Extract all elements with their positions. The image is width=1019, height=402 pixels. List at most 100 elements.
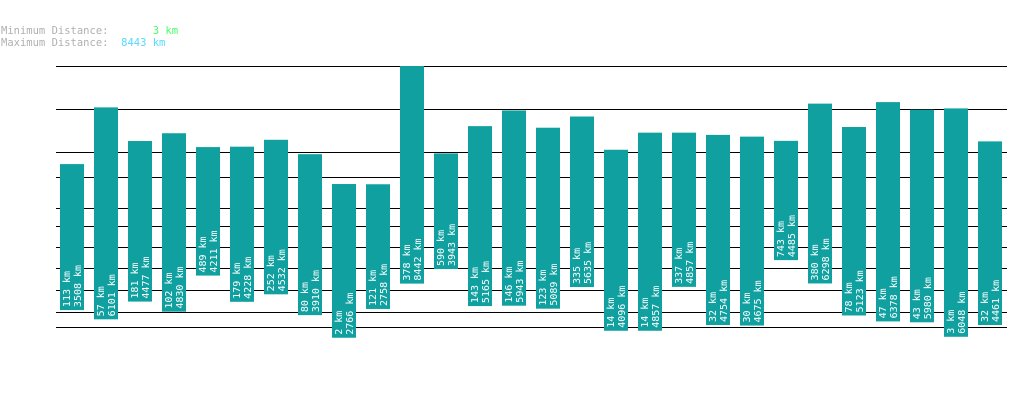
max-distance-label: 6048 km <box>957 292 968 334</box>
bar <box>774 140 798 261</box>
min-distance-label: 179 km <box>232 263 243 299</box>
range-bar-6: 179 km 4228 km <box>230 146 254 302</box>
max-distance-label: 5123 km <box>855 270 866 312</box>
max-distance-label: 2766 km <box>345 293 356 335</box>
min-distance-label: 181 km <box>130 262 141 298</box>
max-distance-label: 5089 km <box>549 264 560 306</box>
max-distance-value: 8443 km <box>121 37 166 49</box>
max-distance-label: 2758 km <box>379 264 390 306</box>
min-distance-label: 121 km <box>368 270 379 306</box>
max-distance-label: 3943 km <box>447 224 458 266</box>
range-bar-20: 32 km 4754 km <box>706 134 730 326</box>
max-distance-label: 5980 km <box>923 277 934 319</box>
range-bar-24: 78 km 5123 km <box>842 127 866 316</box>
max-distance-label: 4477 km <box>141 256 152 298</box>
min-distance-label: 378 km <box>402 244 413 280</box>
bar <box>604 149 628 331</box>
bar <box>264 139 288 295</box>
min-distance-label: 80 km <box>300 282 311 312</box>
min-distance-label: 337 km <box>674 248 685 284</box>
min-distance-label: 335 km <box>572 248 583 284</box>
max-distance-label: 4532 km <box>277 249 288 291</box>
range-bar-23: 380 km 6298 km <box>808 103 832 284</box>
bar <box>298 154 322 316</box>
max-distance-label: 5165 km <box>481 261 492 303</box>
range-bar-11: 378 km 8442 km <box>400 66 424 284</box>
max-distance-label: 4211 km <box>209 230 220 272</box>
bar <box>332 184 356 338</box>
range-bar-17: 14 km 4096 km <box>604 149 628 331</box>
bar <box>672 132 696 287</box>
min-distance-label: 43 km <box>912 289 923 319</box>
bar <box>162 133 186 312</box>
min-distance-label: 380 km <box>810 244 821 280</box>
bar <box>570 116 594 288</box>
range-bar-18: 14 km 4857 km <box>638 132 662 331</box>
min-distance-label: 30 km <box>742 292 753 322</box>
min-distance-label: 590 km <box>436 230 447 266</box>
range-bar-22: 743 km 4485 km <box>774 140 798 261</box>
bar <box>94 107 118 320</box>
bar <box>978 141 1002 326</box>
max-distance-label: 3910 km <box>311 270 322 312</box>
bar <box>230 146 254 302</box>
range-bar-4: 102 km 4830 km <box>162 133 186 312</box>
range-bar-12: 590 km 3943 km <box>434 153 458 270</box>
max-distance-label: 4096 km <box>617 286 628 328</box>
max-distance-label: 4857 km <box>651 286 662 328</box>
bars: 113 km 3508 km 57 km 6101 km 181 km 4477 km 10… <box>60 66 1002 338</box>
min-distance-label: 252 km <box>266 255 277 291</box>
bar <box>842 127 866 316</box>
range-bar-19: 337 km 4857 km <box>672 132 696 287</box>
bar <box>128 141 152 302</box>
min-distance-label: 102 km <box>164 273 175 309</box>
range-bar-2: 57 km 6101 km <box>94 107 118 320</box>
min-distance-label: 32 km <box>980 292 991 322</box>
max-distance-label: 6298 km <box>821 238 832 280</box>
max-distance-label: 4675 km <box>753 280 764 322</box>
range-bar-10: 121 km 2758 km <box>366 184 390 309</box>
range-bar-28: 32 km 4461 km <box>978 141 1002 326</box>
max-distance-label: 4857 km <box>685 242 696 284</box>
bar <box>638 132 662 331</box>
max-distance-label: 4754 km <box>719 280 730 322</box>
max-distance-label: 4228 km <box>243 257 254 299</box>
min-distance-label: 47 km <box>878 288 889 318</box>
range-bar-13: 143 km 5165 km <box>468 126 492 307</box>
range-bar-1: 113 km 3508 km <box>60 164 84 311</box>
range-bar-15: 123 km 5089 km <box>536 127 560 309</box>
min-distance-label: 743 km <box>776 221 787 257</box>
range-bar-9: 2 km 2766 km <box>332 184 356 338</box>
max-distance-label: Maximum Distance: <box>1 37 109 49</box>
bar <box>468 126 492 307</box>
min-distance-label: 489 km <box>198 236 209 272</box>
max-distance-label: 5943 km <box>515 261 526 303</box>
min-distance-label: 113 km <box>62 271 73 307</box>
max-distance-label: 6378 km <box>889 276 900 318</box>
range-bar-25: 47 km 6378 km <box>876 102 900 322</box>
range-bar-7: 252 km 4532 km <box>264 139 288 295</box>
max-distance-row: Maximum Distance: 8443 km <box>1 37 178 49</box>
min-distance-label: 146 km <box>504 267 515 303</box>
range-bar-5: 489 km 4211 km <box>196 147 220 276</box>
range-bar-27: 3 km 6048 km <box>944 108 968 337</box>
bar <box>536 127 560 309</box>
max-distance-label: 3508 km <box>73 265 84 307</box>
range-bar-16: 335 km 5635 km <box>570 116 594 288</box>
bar <box>366 184 390 309</box>
min-distance-label: 14 km <box>640 298 651 328</box>
min-distance-label: 3 km <box>946 310 957 334</box>
bar <box>944 108 968 337</box>
range-bar-8: 80 km 3910 km <box>298 154 322 316</box>
max-distance-label: 6101 km <box>107 274 118 316</box>
range-bar-3: 181 km 4477 km <box>128 141 152 302</box>
bar <box>434 153 458 270</box>
bar <box>910 109 934 323</box>
min-distance-label: 123 km <box>538 270 549 306</box>
max-distance-label: 4485 km <box>787 215 798 257</box>
min-distance-label: Minimum Distance: <box>1 25 109 37</box>
distance-summary: Minimum Distance: 3 km Maximum Distance:… <box>1 25 178 49</box>
range-bar-21: 30 km 4675 km <box>740 136 764 326</box>
bar <box>60 164 84 311</box>
